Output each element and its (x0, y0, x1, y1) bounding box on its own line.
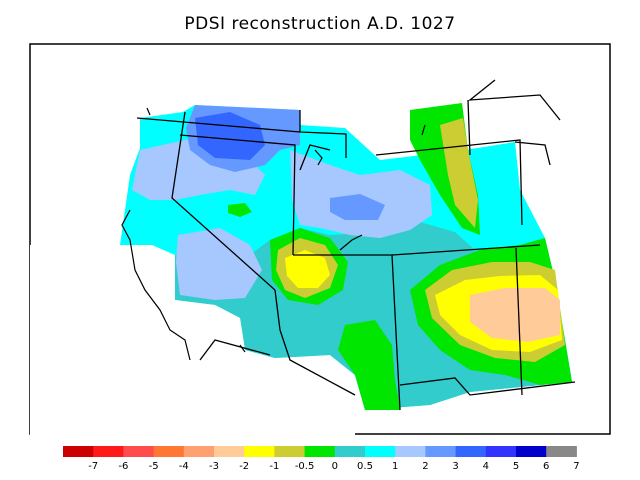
pdsi-field (30, 103, 572, 480)
legend-swatch (395, 446, 426, 457)
legend-label: -3 (209, 461, 219, 472)
legend-swatch (546, 446, 577, 457)
legend-swatch (485, 446, 517, 457)
legend-swatch (183, 446, 215, 457)
legend-label: 0.5 (357, 461, 373, 472)
legend-label: 4 (483, 461, 489, 472)
legend-swatch (304, 446, 336, 457)
legend-label: -6 (118, 461, 128, 472)
legend-label: 1 (392, 461, 398, 472)
legend-swatch (123, 446, 155, 457)
legend-label: -1 (269, 461, 279, 472)
map-title: PDSI reconstruction A.D. 1027 (184, 14, 456, 34)
legend-swatch (93, 446, 124, 457)
legend-label: -2 (239, 461, 249, 472)
legend-swatch (455, 446, 487, 457)
legend-label: -7 (88, 461, 98, 472)
legend-label: 7 (573, 461, 579, 472)
coastline (121, 107, 426, 361)
legend-swatch (63, 446, 94, 457)
legend-swatches (63, 446, 577, 457)
legend-swatch (244, 446, 275, 457)
legend-swatch (274, 446, 306, 457)
legend-swatch (516, 446, 547, 457)
legend-label: 2 (422, 461, 428, 472)
legend-label: 5 (513, 461, 519, 472)
legend-swatch (365, 446, 396, 457)
legend-label: -5 (149, 461, 159, 472)
legend-label: 0 (332, 461, 338, 472)
legend-label: -4 (179, 461, 189, 472)
legend-labels: -7 -6 -5 -4 -3 -2 -1 -0.5 0 0.5 1 2 3 4 5 6 7 (88, 461, 579, 472)
legend-swatch (334, 446, 366, 457)
state-boundaries (136, 79, 576, 411)
legend-swatch (153, 446, 185, 457)
legend-label: 6 (543, 461, 549, 472)
legend-swatch (425, 446, 457, 457)
legend-swatch (214, 446, 245, 457)
legend-label: -0.5 (295, 461, 315, 472)
legend-label: 3 (452, 461, 458, 472)
